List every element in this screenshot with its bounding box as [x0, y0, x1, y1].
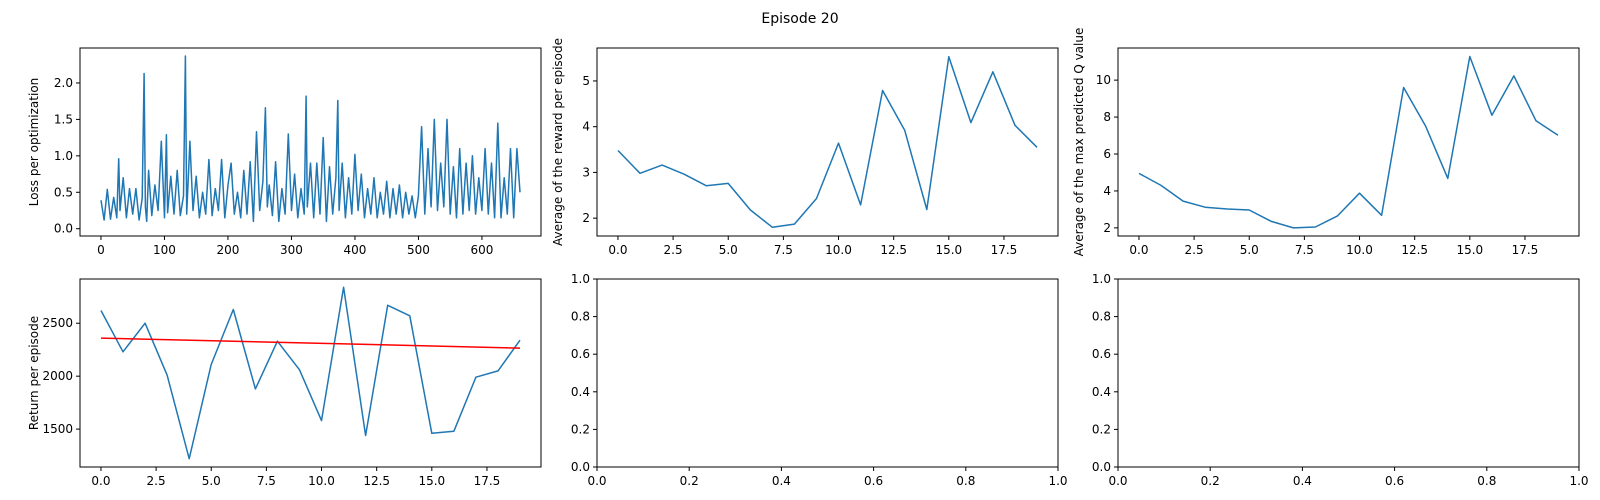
- axes-frame-top-middle: [596, 47, 1059, 237]
- y-tick-label-top-right: 2: [1103, 221, 1111, 235]
- x-tick-label-bottom-right: 1.0: [1569, 474, 1588, 488]
- subplot-top-right: 0.0 2.5 5.0 7.5 10.0 12.5 15.0 17.5 2 4 6 8 10 Averag…: [1072, 28, 1580, 257]
- x-tick-label-top-right: 17.5: [1512, 243, 1539, 257]
- subplot-bottom-middle: 0.0 0.2 0.4 0.6 0.8 1.0 0.0 0.2 0.4 0.6 0.8 1.0: [571, 272, 1068, 488]
- y-tick-label-top-middle: 4: [582, 120, 590, 134]
- x-tick-label-top-middle: 15.0: [935, 243, 962, 257]
- x-tick-label-top-middle: 12.5: [880, 243, 907, 257]
- x-tick-label-bottom-right: 0.8: [1477, 474, 1496, 488]
- x-tick-label-bottom-left: 2.5: [147, 474, 166, 488]
- y-tick-label-top-right: 4: [1103, 184, 1111, 198]
- y-tick-label-bottom-middle: 0.8: [571, 310, 590, 324]
- subplot-bottom-left: 0.0 2.5 5.0 7.5 10.0 12.5 15.0 17.5 1500 2000 2500…: [27, 278, 542, 488]
- x-tick-label-top-middle: 10.0: [825, 243, 852, 257]
- x-tick-label-bottom-middle: 0.6: [864, 474, 883, 488]
- y-tick-label-top-right: 8: [1103, 110, 1111, 124]
- x-tick-label-top-right: 0.0: [1129, 243, 1148, 257]
- subplot-top-left: 0 100 200 300 400 500 600 0.0 0.5 1.0 1.5 2.0 Loss p…: [27, 47, 542, 257]
- y-tick-label-top-left: 0.5: [54, 185, 73, 199]
- x-tick-label-bottom-left: 10.0: [308, 474, 335, 488]
- y-tick-label-top-left: 2.0: [54, 76, 73, 90]
- x-tick-label-top-left: 500: [407, 243, 430, 257]
- axes-frame-bottom-right: [1117, 278, 1580, 468]
- x-tick-label-bottom-left: 7.5: [257, 474, 276, 488]
- y-tick-label-bottom-right: 1.0: [1092, 272, 1111, 286]
- x-tick-label-top-right: 12.5: [1401, 243, 1428, 257]
- x-tick-label-bottom-middle: 0.0: [587, 474, 606, 488]
- y-tick-label-bottom-right: 0.6: [1092, 347, 1111, 361]
- x-tick-label-top-right: 10.0: [1346, 243, 1373, 257]
- x-tick-label-top-right: 7.5: [1295, 243, 1314, 257]
- x-tick-label-top-middle: 7.5: [774, 243, 793, 257]
- series-line-top-middle-0: [617, 55, 1038, 229]
- series-line-bottom-left-1: [100, 337, 521, 349]
- y-tick-label-top-middle: 3: [582, 165, 590, 179]
- y-tick-label-bottom-middle: 0.2: [571, 422, 590, 436]
- y-tick-label-bottom-right: 0.8: [1092, 310, 1111, 324]
- x-tick-label-bottom-right: 0.6: [1385, 474, 1404, 488]
- x-tick-label-top-middle: 0.0: [608, 243, 627, 257]
- y-tick-label-bottom-left: 2000: [42, 369, 73, 383]
- x-tick-label-top-left: 100: [153, 243, 176, 257]
- x-tick-label-bottom-left: 5.0: [202, 474, 221, 488]
- x-tick-label-bottom-middle: 0.2: [680, 474, 699, 488]
- y-tick-label-bottom-left: 1500: [42, 422, 73, 436]
- x-tick-label-bottom-right: 0.2: [1201, 474, 1220, 488]
- y-tick-label-bottom-middle: 0.4: [571, 385, 590, 399]
- y-axis-label-top-middle: Average of the reward per episode: [551, 38, 565, 246]
- y-axis-label-top-right: Average of the max predicted Q value: [1072, 28, 1086, 257]
- y-tick-label-bottom-left: 2500: [42, 316, 73, 330]
- x-tick-label-bottom-right: 0.0: [1108, 474, 1127, 488]
- y-tick-label-bottom-right: 0.2: [1092, 422, 1111, 436]
- y-tick-label-top-right: 10: [1096, 73, 1111, 87]
- x-tick-label-top-left: 200: [216, 243, 239, 257]
- x-tick-label-top-right: 15.0: [1456, 243, 1483, 257]
- y-tick-label-top-middle: 5: [582, 74, 590, 88]
- y-tick-label-top-left: 0.0: [54, 222, 73, 236]
- subplot-bottom-right: 0.0 0.2 0.4 0.6 0.8 1.0 0.0 0.2 0.4 0.6 0.8 1.0: [1092, 272, 1589, 488]
- y-axis-label-top-left: Loss per optimization: [27, 78, 41, 207]
- x-tick-label-bottom-left: 15.0: [418, 474, 445, 488]
- y-tick-label-top-middle: 2: [582, 211, 590, 225]
- y-tick-label-top-left: 1.5: [54, 112, 73, 126]
- x-tick-label-top-middle: 2.5: [664, 243, 683, 257]
- x-tick-label-top-left: 300: [280, 243, 303, 257]
- y-tick-label-top-right: 6: [1103, 147, 1111, 161]
- x-tick-label-bottom-left: 12.5: [363, 474, 390, 488]
- x-tick-label-top-middle: 17.5: [991, 243, 1018, 257]
- y-tick-label-bottom-middle: 1.0: [571, 272, 590, 286]
- y-axis-label-bottom-left: Return per episode: [27, 316, 41, 430]
- x-tick-label-bottom-middle: 1.0: [1048, 474, 1067, 488]
- y-tick-label-top-left: 1.0: [54, 149, 73, 163]
- x-tick-label-bottom-middle: 0.4: [772, 474, 791, 488]
- x-tick-label-bottom-middle: 0.8: [956, 474, 975, 488]
- x-tick-label-top-left: 400: [343, 243, 366, 257]
- x-tick-label-top-left: 0: [97, 243, 105, 257]
- axes-frame-top-right: [1117, 47, 1580, 237]
- series-line-top-right-0: [1138, 55, 1559, 229]
- y-tick-label-bottom-right: 0.4: [1092, 385, 1111, 399]
- x-tick-label-top-right: 5.0: [1240, 243, 1259, 257]
- axes-frame-bottom-middle: [596, 278, 1059, 468]
- y-tick-label-bottom-middle: 0.6: [571, 347, 590, 361]
- x-tick-label-bottom-left: 17.5: [474, 474, 501, 488]
- y-tick-label-bottom-middle: 0.0: [571, 460, 590, 474]
- y-tick-label-bottom-right: 0.0: [1092, 460, 1111, 474]
- figure-suptitle: Episode 20: [761, 11, 838, 27]
- series-line-bottom-left-0: [100, 286, 521, 460]
- x-tick-label-top-middle: 5.0: [719, 243, 738, 257]
- x-tick-label-bottom-left: 0.0: [91, 474, 110, 488]
- subplot-top-middle: 0.0 2.5 5.0 7.5 10.0 12.5 15.0 17.5 2 3 4 5 Average …: [551, 38, 1059, 257]
- x-tick-label-top-right: 2.5: [1185, 243, 1204, 257]
- x-tick-label-top-left: 600: [470, 243, 493, 257]
- series-line-top-left-0: [100, 55, 521, 223]
- x-tick-label-bottom-right: 0.4: [1293, 474, 1312, 488]
- axes-frame-bottom-left: [79, 278, 542, 468]
- axes-frame-top-left: [79, 47, 542, 237]
